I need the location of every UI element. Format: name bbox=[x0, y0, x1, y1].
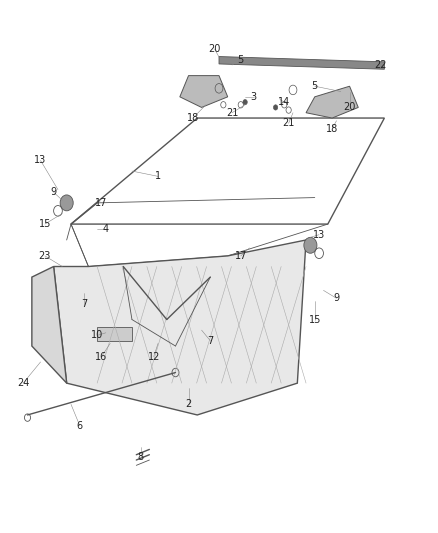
Text: 17: 17 bbox=[235, 251, 247, 261]
Text: 18: 18 bbox=[326, 124, 338, 134]
Polygon shape bbox=[180, 76, 228, 108]
Text: 15: 15 bbox=[39, 219, 51, 229]
Text: 20: 20 bbox=[343, 102, 356, 112]
Polygon shape bbox=[97, 327, 132, 341]
Text: 5: 5 bbox=[311, 81, 318, 91]
Text: 10: 10 bbox=[91, 330, 103, 341]
Polygon shape bbox=[53, 240, 306, 415]
Text: 5: 5 bbox=[238, 55, 244, 64]
Text: 8: 8 bbox=[138, 453, 144, 463]
Text: 9: 9 bbox=[50, 187, 57, 197]
Text: 21: 21 bbox=[283, 118, 295, 128]
Text: 17: 17 bbox=[95, 198, 108, 208]
Text: 24: 24 bbox=[17, 378, 29, 388]
Polygon shape bbox=[219, 56, 385, 69]
Text: 6: 6 bbox=[77, 421, 83, 431]
Text: 4: 4 bbox=[103, 224, 109, 235]
Circle shape bbox=[243, 100, 247, 105]
Text: 7: 7 bbox=[81, 298, 87, 309]
Text: 3: 3 bbox=[251, 92, 257, 102]
Text: 16: 16 bbox=[95, 352, 108, 361]
Text: 13: 13 bbox=[35, 156, 47, 165]
Polygon shape bbox=[306, 86, 358, 118]
Text: 15: 15 bbox=[308, 314, 321, 325]
Text: 1: 1 bbox=[155, 172, 161, 181]
Text: 2: 2 bbox=[185, 399, 192, 409]
Text: 14: 14 bbox=[278, 97, 290, 107]
Circle shape bbox=[273, 105, 278, 110]
Text: 7: 7 bbox=[207, 336, 213, 346]
Text: 12: 12 bbox=[148, 352, 160, 361]
Text: 18: 18 bbox=[187, 113, 199, 123]
Text: 22: 22 bbox=[374, 60, 386, 70]
Text: 13: 13 bbox=[313, 230, 325, 240]
Text: 20: 20 bbox=[208, 44, 221, 54]
Text: 9: 9 bbox=[333, 293, 339, 303]
Circle shape bbox=[60, 195, 73, 211]
Text: 21: 21 bbox=[226, 108, 238, 118]
Circle shape bbox=[304, 237, 317, 253]
Polygon shape bbox=[32, 266, 67, 383]
Text: 23: 23 bbox=[39, 251, 51, 261]
